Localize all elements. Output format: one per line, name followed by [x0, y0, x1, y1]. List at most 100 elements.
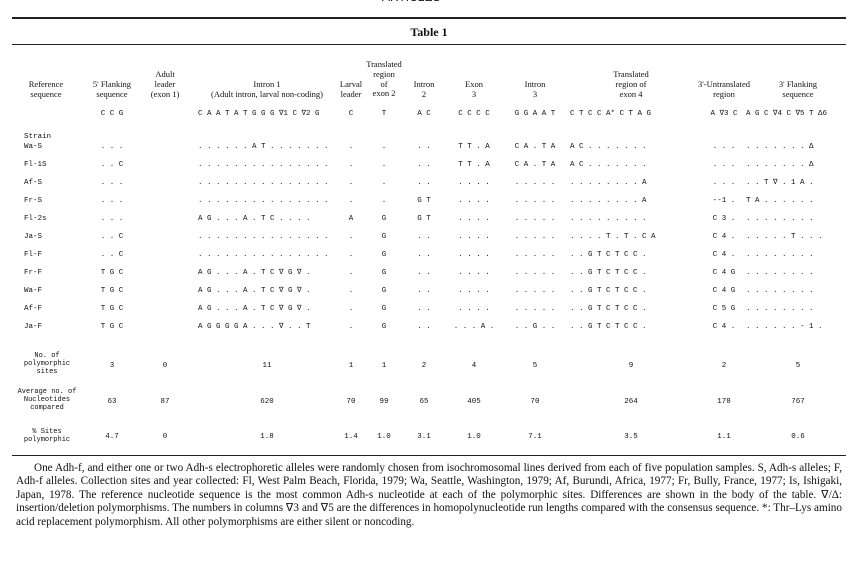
strain: Ja-F	[24, 323, 43, 331]
cell: T G C	[100, 305, 124, 313]
cell: A G C ∇4 C ∇5 T Δ6	[746, 110, 828, 118]
cell: . . . . . T . . .	[746, 233, 823, 241]
cell: . . . . . . . . A	[570, 197, 647, 205]
cell: .	[381, 143, 387, 151]
cell: . . . . . . . .	[746, 287, 814, 295]
cell: .	[348, 161, 354, 169]
summary-value: 7.1	[528, 433, 542, 441]
cell: C 4 .	[712, 323, 736, 331]
cell: G T	[417, 215, 431, 223]
rule	[12, 455, 846, 456]
cell: A G . . . A . T C . . . .	[198, 215, 311, 223]
cell: T G C	[100, 323, 124, 331]
rule	[12, 17, 846, 19]
cell: C C G	[100, 110, 124, 118]
cell: . . .	[100, 197, 124, 205]
summary-value: 264	[624, 397, 638, 406]
cell: . . .	[100, 179, 124, 187]
summary-value: 0.6	[791, 433, 805, 441]
cell: . . .	[712, 161, 736, 169]
cell: .	[348, 197, 354, 205]
cell: G G A A T	[514, 110, 556, 118]
cell: . . . .	[458, 305, 490, 313]
strain: Fl-F	[24, 251, 43, 259]
summary-value: 1	[381, 361, 387, 370]
cell: G	[381, 323, 387, 331]
summary-value: 0	[162, 361, 168, 370]
cell: . . . . .	[514, 305, 556, 313]
strain: Fl-1S	[24, 161, 47, 169]
cell: . .	[417, 305, 431, 313]
summary-value: 9	[628, 361, 634, 370]
summary-value: 1.1	[717, 433, 731, 441]
cell: . . G T C T C C .	[570, 323, 647, 331]
cell: T G C	[100, 269, 124, 277]
summary-value: 4.7	[105, 433, 119, 441]
column-header: Larval leader	[339, 79, 363, 99]
cell: . . . . . . . Δ	[746, 161, 814, 169]
summary-value: 3.5	[624, 433, 638, 441]
cell: C A . T A	[514, 161, 556, 169]
cell: . . T ∇ . 1 A .	[746, 179, 814, 187]
cell: A C . . . . . . .	[570, 161, 647, 169]
column-header: 3' Flanking sequence	[778, 79, 818, 99]
cell: . . G T C T C C .	[570, 251, 647, 259]
cell: A G G G G A . . . ∇ . . T	[198, 323, 311, 331]
cell: . . . . . . . .	[746, 215, 814, 223]
cell: .	[381, 197, 387, 205]
cell: T	[381, 110, 387, 118]
cell: G T	[417, 197, 431, 205]
cell: . . . . . . A T . . . . . . .	[198, 143, 329, 151]
cell: . . .	[100, 215, 124, 223]
cell: A	[348, 215, 354, 223]
cell: . . . .	[458, 215, 490, 223]
summary-value: 0	[162, 433, 168, 441]
cell: A ∇3 C	[710, 110, 738, 118]
strain: Wa-S	[24, 143, 43, 151]
summary-value: 620	[260, 397, 274, 406]
cell: C A . T A	[514, 143, 556, 151]
cell: .	[348, 305, 354, 313]
cell: . . . . .	[514, 179, 556, 187]
cell: C C C C	[458, 110, 490, 118]
cell: . . .	[712, 179, 736, 187]
strain: Ja-S	[24, 233, 43, 241]
running-head: ARTICLES	[382, 0, 440, 5]
cell: . . . .	[458, 233, 490, 241]
cell: G	[381, 269, 387, 277]
summary-value: 2	[721, 361, 727, 370]
summary-value: 99	[379, 397, 389, 406]
cell: . . G . .	[514, 323, 556, 331]
strain: Af-S	[24, 179, 43, 187]
column-header: 3'-Untranslated region	[697, 79, 751, 99]
column-header: Intron 2	[413, 79, 435, 99]
column-header: Reference sequence	[28, 79, 64, 99]
cell: . . . . . . . .	[746, 251, 814, 259]
summary-value: 1.8	[260, 433, 274, 441]
cell: . . G T C T C C .	[570, 269, 647, 277]
cell: C 4 G	[712, 269, 736, 277]
cell: C T C C A* C T A G	[570, 110, 652, 118]
cell: . . . . .	[514, 287, 556, 295]
cell: C 4 G	[712, 287, 736, 295]
cell: .	[381, 161, 387, 169]
cell: . . G T C T C C .	[570, 305, 647, 313]
cell: G	[381, 251, 387, 259]
cell: . . . . .	[514, 251, 556, 259]
cell: . . . .	[458, 197, 490, 205]
cell: . . . . . . . .	[746, 305, 814, 313]
column-header: Adult leader (exon 1)	[150, 69, 180, 99]
cell: . . . . . . . . . . . . . . .	[198, 179, 329, 187]
cell: G	[381, 305, 387, 313]
cell: . . . .	[458, 269, 490, 277]
cell: .	[348, 179, 354, 187]
strain: Fl-2s	[24, 215, 47, 223]
cell: . . .	[100, 143, 124, 151]
cell: . . . . .	[514, 215, 556, 223]
cell: . .	[417, 161, 431, 169]
cell: . . . . . . . . A	[570, 179, 647, 187]
cell: .	[348, 287, 354, 295]
cell: G	[381, 215, 387, 223]
cell: A C . . . . . . .	[570, 143, 647, 151]
